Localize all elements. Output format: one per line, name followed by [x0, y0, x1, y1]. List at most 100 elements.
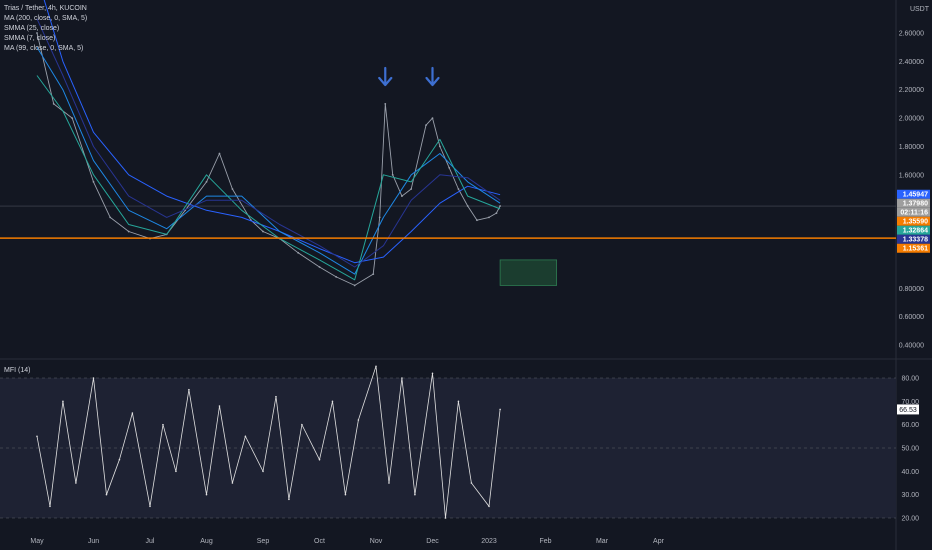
mfi-point	[205, 493, 208, 496]
price-tag-bg	[897, 225, 930, 235]
mfi-panel	[0, 365, 896, 519]
mfi-tick-label: 50.00	[901, 446, 919, 453]
close-point	[92, 181, 95, 183]
time-tick-label: 2023	[481, 538, 497, 545]
price-tag-text: 1.37980	[903, 201, 928, 208]
mfi-point	[262, 470, 264, 473]
price-tag-bg	[897, 198, 930, 208]
price-tag-text: 02:11:16	[900, 210, 928, 217]
close-point	[431, 117, 434, 119]
indicator-ma200-label[interactable]: MA (200, close, 0, SMA, 5)	[4, 15, 88, 22]
mfi-point	[275, 395, 277, 398]
price-tick-label: 2.40000	[899, 59, 924, 66]
mfi-value-tag: 66.53	[897, 404, 919, 415]
mfi-point	[470, 482, 473, 484]
indicator-legend: Trias / Tether, 4h, KUCOIN MA (200, clos…	[4, 4, 87, 54]
close-point	[384, 103, 387, 105]
mfi-point	[344, 493, 347, 496]
close-point	[353, 284, 356, 287]
mfi-tick-label: 60.00	[901, 422, 919, 429]
mfi-tick-label: 80.00	[901, 376, 919, 383]
mfi-tick-label: 20.00	[901, 516, 919, 523]
time-tick-label: Apr	[653, 538, 665, 545]
mfi-point	[49, 505, 51, 508]
mfi-point	[318, 458, 321, 461]
mfi-point	[175, 470, 177, 473]
mfi-point	[244, 435, 247, 438]
mfi-value-tag-bg	[897, 404, 919, 415]
indicator-smma25-label[interactable]: SMMA (25, close)	[4, 25, 60, 32]
mfi-tick-label: 70.00	[901, 399, 919, 406]
price-tag: 1.45947	[897, 189, 930, 199]
down-arrow-icon	[425, 66, 440, 87]
close-point	[488, 216, 490, 219]
close-point	[401, 195, 403, 197]
price-tag-bg	[897, 207, 930, 217]
close-point	[391, 173, 394, 176]
close-point	[318, 266, 321, 268]
price-tag-bg	[897, 189, 930, 199]
close-point	[71, 117, 74, 119]
time-tick-label: Sep	[257, 538, 270, 545]
price-tag: 1.33378	[897, 234, 930, 244]
time-tick-label: Jul	[146, 538, 155, 545]
mfi-point	[75, 482, 77, 484]
mfi-point	[131, 412, 134, 414]
price-tick-label: 0.40000	[899, 343, 924, 350]
price-tag: 1.37980	[897, 198, 930, 208]
mfi-point	[162, 423, 164, 426]
symbol-title[interactable]: Trias / Tether, 4h, KUCOIN	[4, 5, 87, 12]
mfi-point	[357, 419, 360, 421]
indicator-smma7-label[interactable]: SMMA (7, close)	[4, 35, 56, 42]
close-point	[262, 230, 264, 233]
target-box-rect	[499, 259, 558, 286]
mfi-point	[457, 400, 460, 403]
price-tag: 1.35590	[897, 216, 930, 226]
price-tag: 1.32864	[897, 225, 930, 235]
mfi-point	[288, 498, 290, 501]
mfi-point	[149, 505, 151, 508]
mfi-point	[488, 505, 490, 508]
mfi-legend[interactable]: MFI (14)	[4, 367, 31, 374]
mfi-point	[331, 400, 334, 403]
close-point	[495, 212, 498, 215]
time-tick-label: Feb	[539, 538, 551, 545]
close-point	[476, 219, 478, 222]
series-line-ma-99-	[36, 18, 501, 268]
time-tick-label: Nov	[370, 538, 383, 545]
price-axis[interactable]: USDT 2.60000 2.40000 2.20000 2.00000 1.80000 1…	[899, 6, 930, 523]
price-tag-text: 1.33378	[903, 237, 928, 244]
series-line-smma-25-	[36, 46, 501, 275]
time-tick-label: Dec	[426, 538, 439, 545]
price-tag-text: 1.32864	[903, 228, 928, 235]
mfi-point	[62, 400, 64, 403]
mfi-point	[92, 377, 95, 379]
close-point	[218, 152, 221, 155]
close-point	[205, 181, 208, 183]
price-tag: 1.15361	[897, 243, 930, 253]
price-tag-text: 1.45947	[903, 192, 928, 199]
mfi-point	[118, 458, 121, 461]
mfi-line	[36, 366, 501, 519]
time-axis[interactable]: May Jun Jul Aug Sep Oct Nov Dec 2023 Feb Mar Apr	[30, 538, 664, 545]
mfi-point	[218, 405, 221, 407]
price-axis-unit: USDT	[910, 6, 930, 13]
price-tick-label: 1.80000	[899, 144, 924, 151]
mfi-point	[375, 365, 377, 368]
price-tag-text: 1.15361	[903, 246, 928, 253]
indicator-ma99-label[interactable]: MA (99, close, 0, SMA, 5)	[4, 45, 84, 52]
close-point	[410, 188, 413, 190]
price-tick-label: 0.80000	[899, 286, 924, 293]
price-tick-label: 2.00000	[899, 116, 924, 123]
close-point	[52, 103, 55, 105]
mfi-point	[431, 372, 434, 375]
time-tick-label: Aug	[200, 538, 213, 545]
close-point	[439, 145, 441, 148]
mfi-point	[105, 493, 108, 496]
close-point	[448, 166, 451, 169]
price-tag-bg	[897, 243, 930, 253]
target-box	[499, 259, 558, 286]
mfi-tick-label: 40.00	[901, 469, 919, 476]
time-tick-label: May	[30, 538, 44, 545]
